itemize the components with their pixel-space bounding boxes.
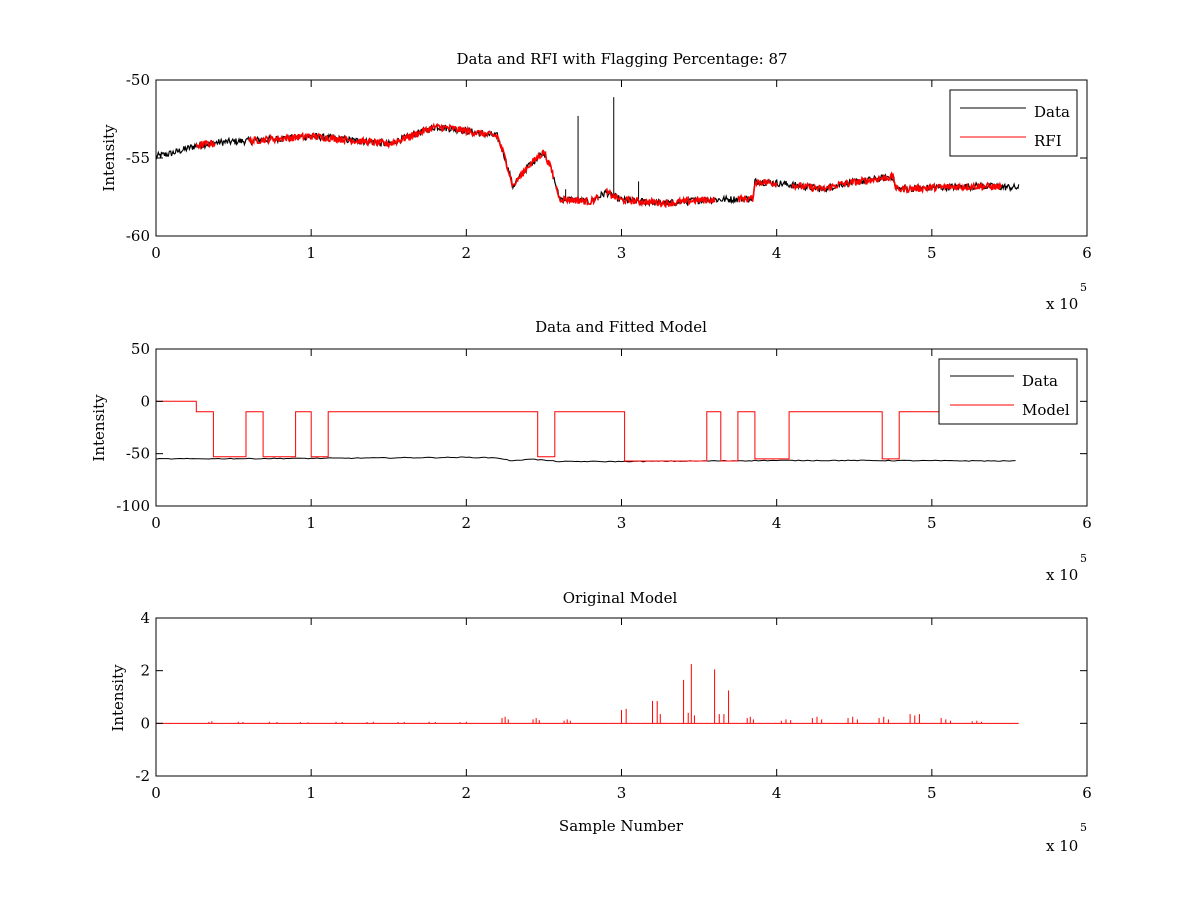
subplot-fitted-model: Data and Fitted Model Intensity 0 1 2 3 4 5 6 -… (90, 318, 1092, 584)
x-exponent-label: x 10 (1046, 837, 1078, 855)
y-tick-label: 50 (131, 340, 150, 358)
plot-area (156, 97, 1020, 209)
x-tick-label: 5 (927, 784, 937, 802)
x-exponent: 5 (1080, 281, 1087, 294)
x-tick-label: 1 (306, 244, 316, 262)
legend-label-data: Data (1022, 372, 1058, 390)
x-tick-label: 4 (772, 514, 782, 532)
x-tick-label: 6 (1082, 244, 1092, 262)
x-tick-label: 3 (617, 784, 627, 802)
x-tick-label: 6 (1082, 784, 1092, 802)
x-exponent-label: x 10 (1046, 295, 1078, 313)
y-axis-label: Intensity (90, 394, 108, 462)
plot-area (156, 664, 1019, 724)
plot-area (156, 400, 1019, 463)
x-tick-label: 1 (306, 514, 316, 532)
y-tick-label: 0 (140, 714, 150, 732)
x-tick-label: 5 (927, 244, 937, 262)
x-exponent-label: x 10 (1046, 566, 1078, 584)
series-rfi-segment (605, 187, 716, 209)
chart-title: Data and Fitted Model (535, 318, 707, 336)
y-axis-label: Intensity (109, 664, 127, 732)
x-tick-label: 0 (151, 784, 161, 802)
x-tick-label: 3 (617, 514, 627, 532)
chart-title: Data and RFI with Flagging Percentage: 8… (456, 50, 787, 68)
x-tick-label: 1 (306, 784, 316, 802)
series-rfi-segment (195, 139, 216, 151)
legend-label-data: Data (1034, 103, 1070, 121)
legend: Data RFI (949, 89, 1078, 157)
x-tick-label: 4 (772, 784, 782, 802)
chart-title: Original Model (563, 589, 678, 607)
legend-label-rfi: RFI (1034, 132, 1062, 150)
y-tick-label: -50 (126, 71, 150, 89)
axis-ticks: 0 1 2 3 4 5 6 -100 -50 0 50 (116, 340, 1091, 532)
x-tick-label: 5 (927, 514, 937, 532)
x-tick-label: 2 (462, 514, 472, 532)
y-tick-label: -60 (126, 227, 150, 245)
y-tick-label: -50 (126, 445, 150, 463)
legend-box (949, 89, 1078, 157)
y-tick-label: -100 (116, 497, 150, 515)
y-axis-label: Intensity (100, 124, 118, 192)
y-tick-label: 2 (140, 662, 150, 680)
x-tick-label: 0 (151, 514, 161, 532)
x-tick-label: 2 (462, 244, 472, 262)
x-tick-label: 6 (1082, 514, 1092, 532)
subplot-data-rfi: Data and RFI with Flagging Percentage: 8… (100, 50, 1092, 313)
y-tick-label: -55 (126, 149, 150, 167)
legend-label-model: Model (1022, 401, 1070, 419)
x-exponent: 5 (1080, 821, 1087, 834)
x-tick-label: 0 (151, 244, 161, 262)
x-axis-label: Sample Number (559, 817, 684, 835)
x-tick-label: 4 (772, 244, 782, 262)
series-data-line (156, 456, 1016, 463)
series-model-line (156, 400, 1019, 462)
axis-ticks: 0 1 2 3 4 5 6 -60 -55 -50 (126, 71, 1092, 262)
series-rfi-segment (248, 122, 554, 189)
series-rfi-segment (737, 178, 778, 204)
y-tick-label: 0 (140, 392, 150, 410)
legend-box (938, 358, 1078, 425)
series-rfi-segment (791, 171, 1003, 194)
series-rfi-segment (555, 185, 599, 206)
legend: Data Model (938, 358, 1078, 425)
y-tick-label: 4 (140, 609, 150, 627)
x-tick-label: 2 (462, 784, 472, 802)
x-exponent: 5 (1080, 552, 1087, 565)
y-tick-label: -2 (135, 767, 150, 785)
x-tick-label: 3 (617, 244, 627, 262)
